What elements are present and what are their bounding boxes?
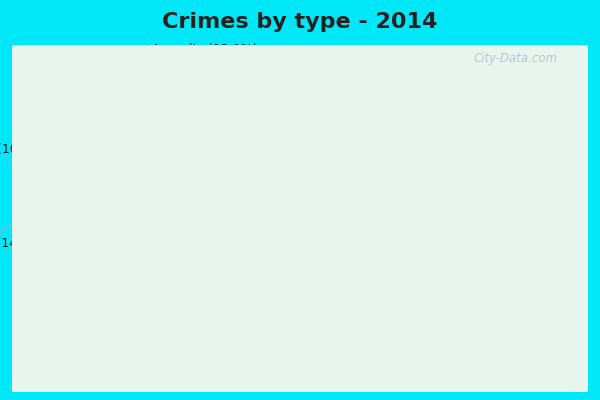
Wedge shape <box>188 91 216 208</box>
Wedge shape <box>102 208 216 309</box>
Text: Crimes by type - 2014: Crimes by type - 2014 <box>163 12 437 32</box>
Wedge shape <box>109 94 216 208</box>
Text: Assaults (13.0%): Assaults (13.0%) <box>120 43 257 279</box>
Text: Thefts (58.4%): Thefts (58.4%) <box>331 225 467 239</box>
Text: City-Data.com: City-Data.com <box>474 52 558 65</box>
Wedge shape <box>157 91 333 325</box>
Text: Rapes (3.9%): Rapes (3.9%) <box>157 90 241 373</box>
Text: Burglaries (14.3%): Burglaries (14.3%) <box>0 116 140 250</box>
Wedge shape <box>99 160 216 234</box>
Text: Auto thefts (10.4%): Auto thefts (10.4%) <box>0 143 97 196</box>
